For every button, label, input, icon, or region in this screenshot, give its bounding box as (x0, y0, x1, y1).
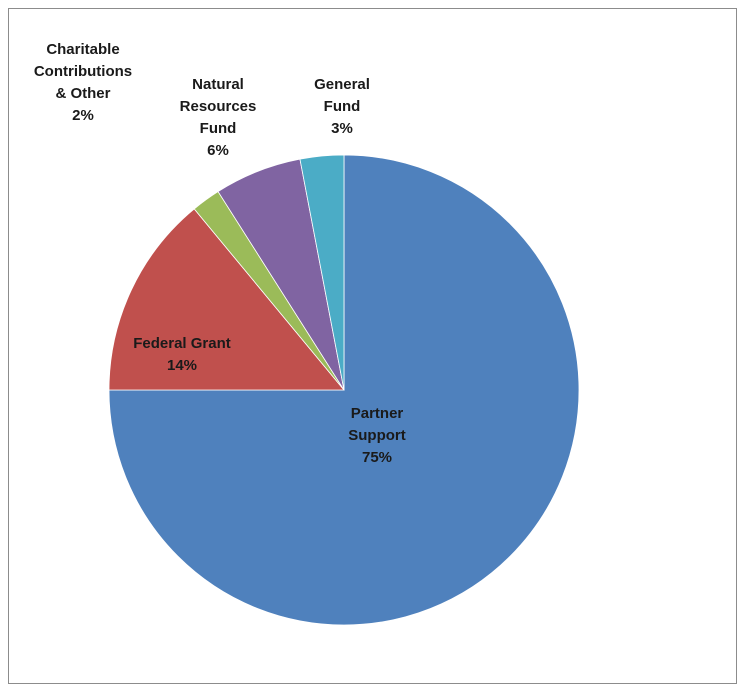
slice-federal-grant (108, 208, 345, 391)
data-label-federal-grant: Federal Grant 14% (133, 335, 231, 374)
data-label-partner-support: Partner Support 75% (348, 405, 406, 466)
slice-general-fund (299, 154, 345, 391)
data-label-charitable-contributions-and-other: Charitable Contributions & Other 2% (34, 41, 132, 124)
data-label-natural-resources-fund: Natural Resources Fund 6% (180, 76, 257, 159)
data-label-general-fund: General Fund 3% (314, 76, 370, 137)
